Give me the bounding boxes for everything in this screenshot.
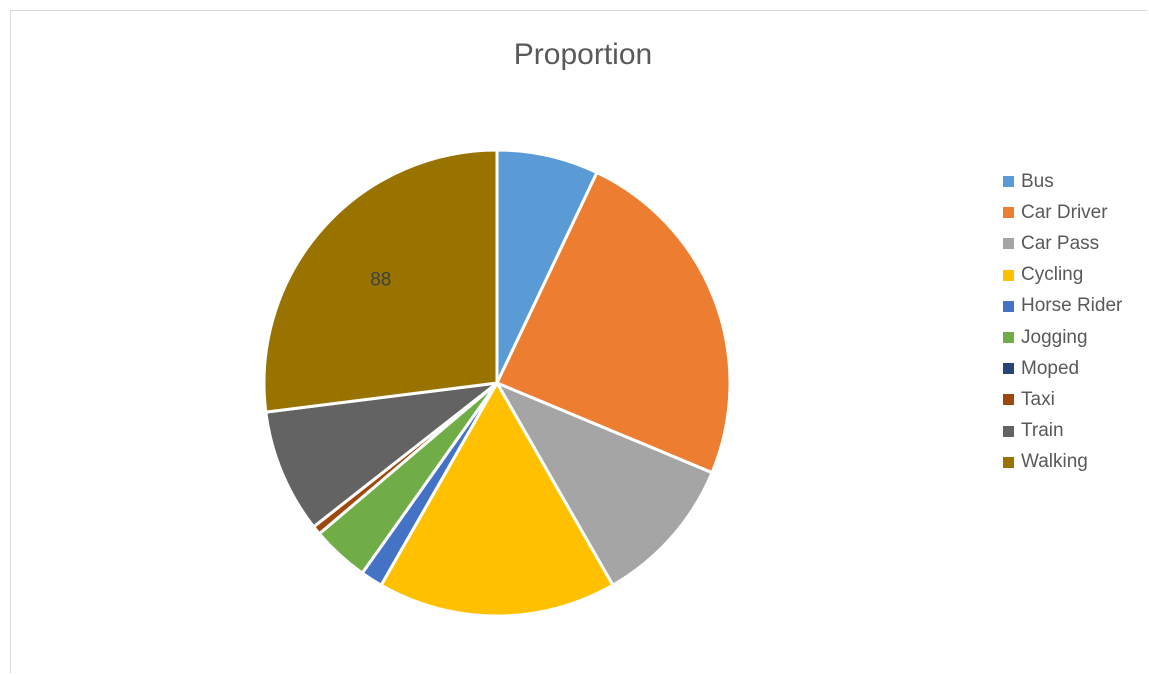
legend-item-walking: Walking: [1003, 447, 1122, 478]
slice-walking: [262, 148, 499, 414]
legend-swatch: [1003, 394, 1014, 406]
legend-label: Cycling: [1021, 264, 1084, 286]
legend-item-moped: Moped: [1003, 353, 1122, 384]
legend-label: Moped: [1021, 357, 1080, 379]
legend-swatch: [1003, 425, 1014, 437]
legend-swatch: [1003, 269, 1014, 281]
legend-swatch: [1003, 176, 1014, 188]
legend-item-bus: Bus: [1003, 166, 1122, 197]
legend-label: Horse Rider: [1021, 295, 1123, 317]
legend-item-taxi: Taxi: [1003, 384, 1122, 415]
legend-label: Train: [1021, 420, 1064, 442]
legend-label: Car Pass: [1021, 232, 1100, 254]
legend-item-car-pass: Car Pass: [1003, 228, 1122, 259]
legend-label: Car Driver: [1021, 201, 1108, 223]
legend-swatch: [1003, 300, 1014, 312]
legend-label: Walking: [1021, 451, 1088, 473]
slice-cycling: [379, 381, 615, 618]
legend-label: Bus: [1021, 170, 1054, 192]
legend-swatch: [1003, 456, 1014, 468]
legend-swatch: [1003, 332, 1014, 344]
slice-car-pass: [495, 381, 714, 587]
slice-car-driver: [495, 171, 732, 475]
legend: Bus Car Driver Car Pass Cycling Horse Rider J…: [1003, 166, 1122, 478]
legend-item-horse-rider: Horse Rider: [1003, 291, 1122, 322]
chart-title: Proportion: [513, 38, 653, 71]
slice-train: [264, 381, 499, 529]
legend-label: Taxi: [1021, 388, 1055, 410]
legend-label: Jogging: [1021, 326, 1088, 348]
legend-item-car-driver: Car Driver: [1003, 197, 1122, 228]
slice-bus: [495, 148, 599, 385]
legend-item-cycling: Cycling: [1003, 260, 1122, 291]
legend-item-train: Train: [1003, 416, 1122, 447]
chart-area: [10, 10, 1147, 673]
legend-swatch: [1003, 207, 1014, 219]
legend-item-jogging: Jogging: [1003, 322, 1122, 353]
legend-swatch: [1003, 363, 1014, 375]
data-label-walking: 88: [370, 270, 391, 291]
legend-swatch: [1003, 238, 1014, 250]
